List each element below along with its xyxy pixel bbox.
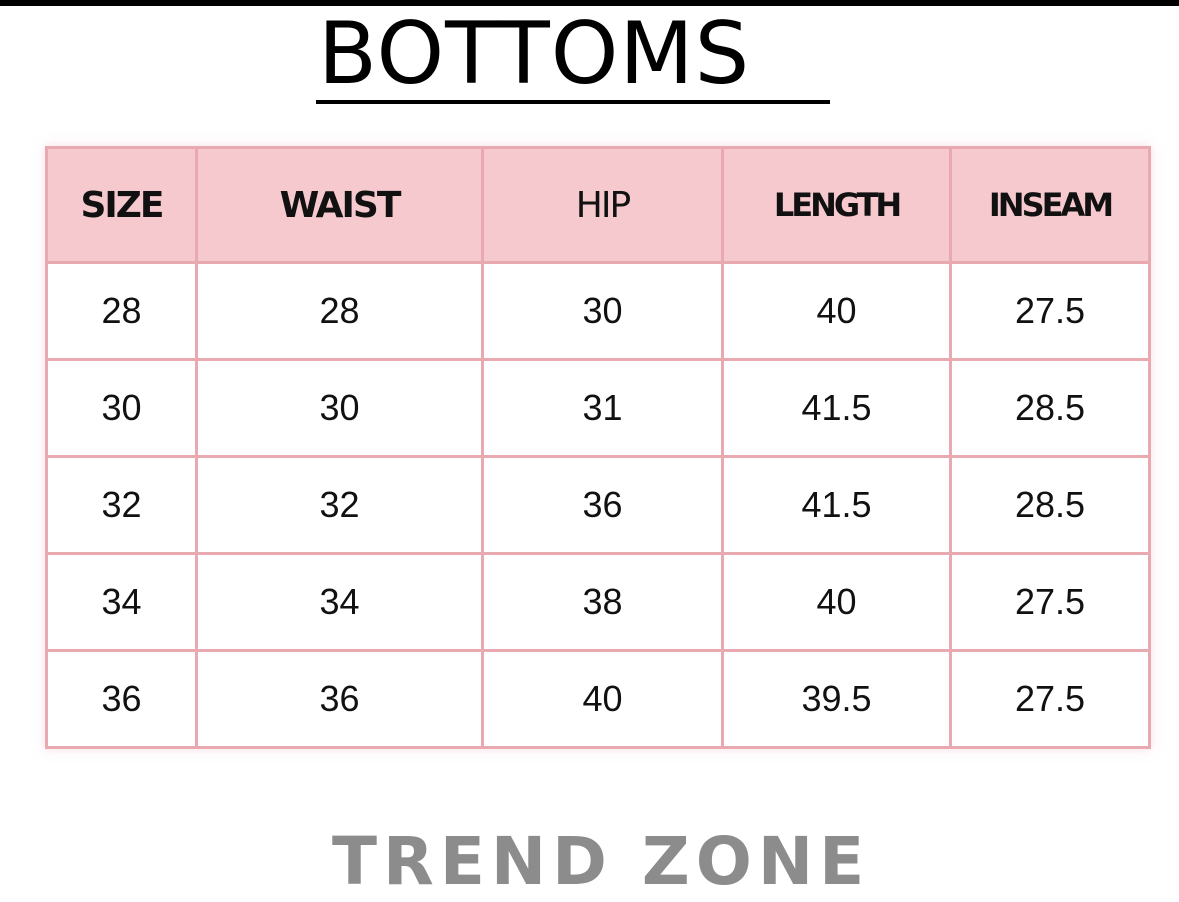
cell-hip: 31 — [481, 358, 724, 458]
table-row: 32 32 36 41.5 28.5 — [45, 455, 1151, 555]
header-length: LENGTH — [721, 146, 952, 264]
table-row: 34 34 38 40 27.5 — [45, 552, 1151, 652]
cell-waist: 30 — [195, 358, 484, 458]
cell-hip: 40 — [481, 649, 724, 749]
cell-length: 41.5 — [721, 455, 952, 555]
table-row: 36 36 40 39.5 27.5 — [45, 649, 1151, 749]
cell-waist: 34 — [195, 552, 484, 652]
cell-hip: 30 — [481, 261, 724, 361]
cell-length: 40 — [721, 261, 952, 361]
cell-waist: 28 — [195, 261, 484, 361]
cell-hip: 38 — [481, 552, 724, 652]
header-size: SIZE — [45, 146, 198, 264]
cell-inseam: 27.5 — [949, 649, 1151, 749]
cell-inseam: 27.5 — [949, 552, 1151, 652]
cell-inseam: 28.5 — [949, 455, 1151, 555]
table-row: 30 30 31 41.5 28.5 — [45, 358, 1151, 458]
cell-size: 36 — [45, 649, 198, 749]
cell-inseam: 28.5 — [949, 358, 1151, 458]
cell-size: 34 — [45, 552, 198, 652]
cell-hip: 36 — [481, 455, 724, 555]
cell-length: 41.5 — [721, 358, 952, 458]
cell-length: 40 — [721, 552, 952, 652]
cell-waist: 32 — [195, 455, 484, 555]
header-row: SIZE WAIST HIP LENGTH INSEAM — [45, 146, 1151, 264]
cell-length: 39.5 — [721, 649, 952, 749]
size-chart-table: SIZE WAIST HIP LENGTH INSEAM 28 28 30 40 27.… — [45, 146, 1151, 749]
cell-waist: 36 — [195, 649, 484, 749]
cell-inseam: 27.5 — [949, 261, 1151, 361]
table-row: 28 28 30 40 27.5 — [45, 261, 1151, 361]
cell-size: 32 — [45, 455, 198, 555]
page-title: BOTTOMS — [316, 8, 830, 104]
brand-logo-text: TREND ZONE — [332, 823, 871, 900]
cell-size: 28 — [45, 261, 198, 361]
header-inseam: INSEAM — [949, 146, 1151, 264]
header-hip: HIP — [481, 146, 724, 264]
top-bar — [0, 0, 1179, 6]
header-waist: WAIST — [195, 146, 484, 264]
cell-size: 30 — [45, 358, 198, 458]
